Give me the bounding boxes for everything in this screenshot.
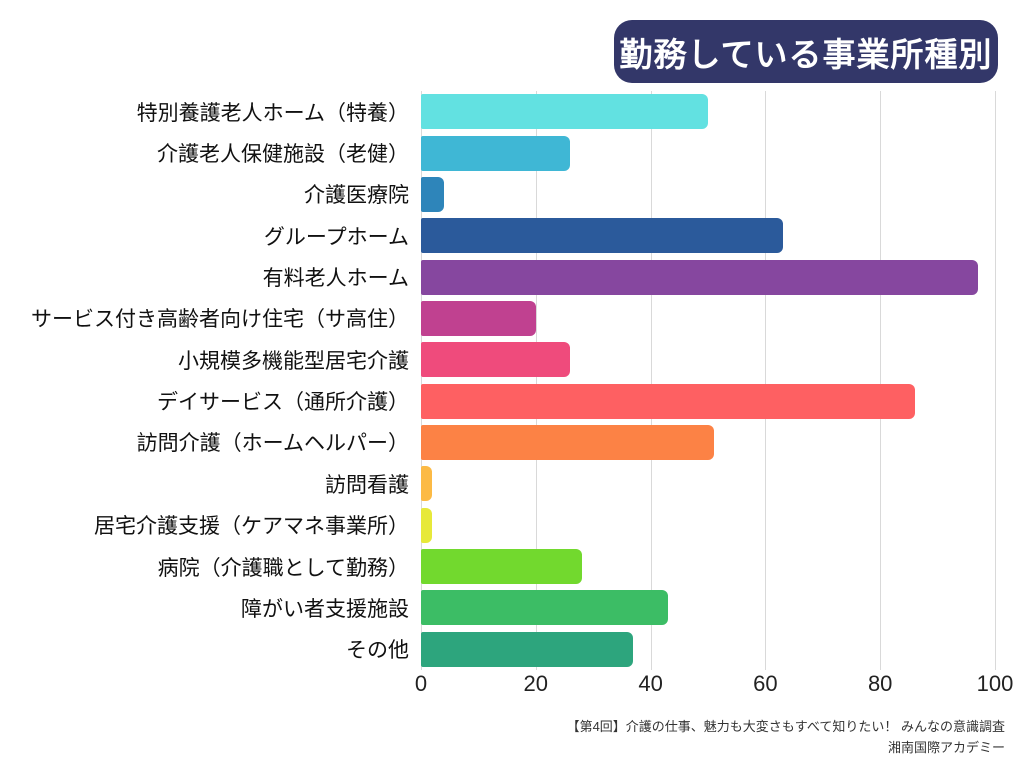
bar [421,383,915,419]
category-label: 障がい者支援施設 [241,597,409,621]
bar [421,549,582,585]
bar [421,342,571,378]
bar [421,631,634,667]
category-label: 特別養護老人ホーム（特養） [136,101,409,125]
x-tick-label: 60 [753,671,778,696]
category-label: 有料老人ホーム [262,267,409,291]
bar [421,135,571,171]
x-tick-label: 20 [523,671,549,696]
source-line-1: 【第4回】介護の仕事、魅力も大変さもすべて知りたい！ みんなの意識調査 [566,719,1005,734]
bar [421,176,444,212]
gridline-x-0 [421,91,422,670]
category-label: その他 [346,639,409,663]
x-tick-label: 80 [867,671,893,696]
bar [421,259,978,295]
gridline-x-100 [995,91,996,670]
bar [421,300,536,336]
category-label: 訪問介護（ホームヘルパー） [136,432,409,456]
gridline-x-20 [535,91,537,670]
bar [421,466,433,502]
category-label: 訪問看護 [325,473,409,497]
category-label: 介護医療院 [304,184,409,208]
chart-title: 勤務している事業所種別 [619,35,993,73]
category-label: サービス付き高齢者向け住宅（サ高住） [31,308,409,332]
bar [421,507,433,543]
x-tick-label: 40 [638,671,663,696]
category-label: 介護老人保健施設（老健） [157,143,409,167]
gridline-x-40 [650,91,652,670]
source-note: 【第4回】介護の仕事、魅力も大変さもすべて知りたい！ みんなの意識調査 湘南国際… [567,716,1005,758]
chart-title-box: 勤務している事業所種別 [614,20,998,83]
source-line-2: 湘南国際アカデミー [887,740,1005,755]
bar [421,94,708,130]
bar [421,424,714,460]
gridline-x-80 [880,91,882,670]
category-label: 病院（介護職として勤務） [157,556,409,580]
x-tick-label: 0 [414,671,428,696]
category-label: 小規模多機能型居宅介護 [178,349,409,373]
gridline-x-60 [765,91,767,670]
category-label: デイサービス（通所介護） [157,391,409,415]
x-tick-label: 100 [976,671,1014,696]
bar [421,218,783,254]
category-label: 居宅介護支援（ケアマネ事業所） [94,515,409,539]
bar [421,590,668,626]
category-label: グループホーム [263,225,409,249]
